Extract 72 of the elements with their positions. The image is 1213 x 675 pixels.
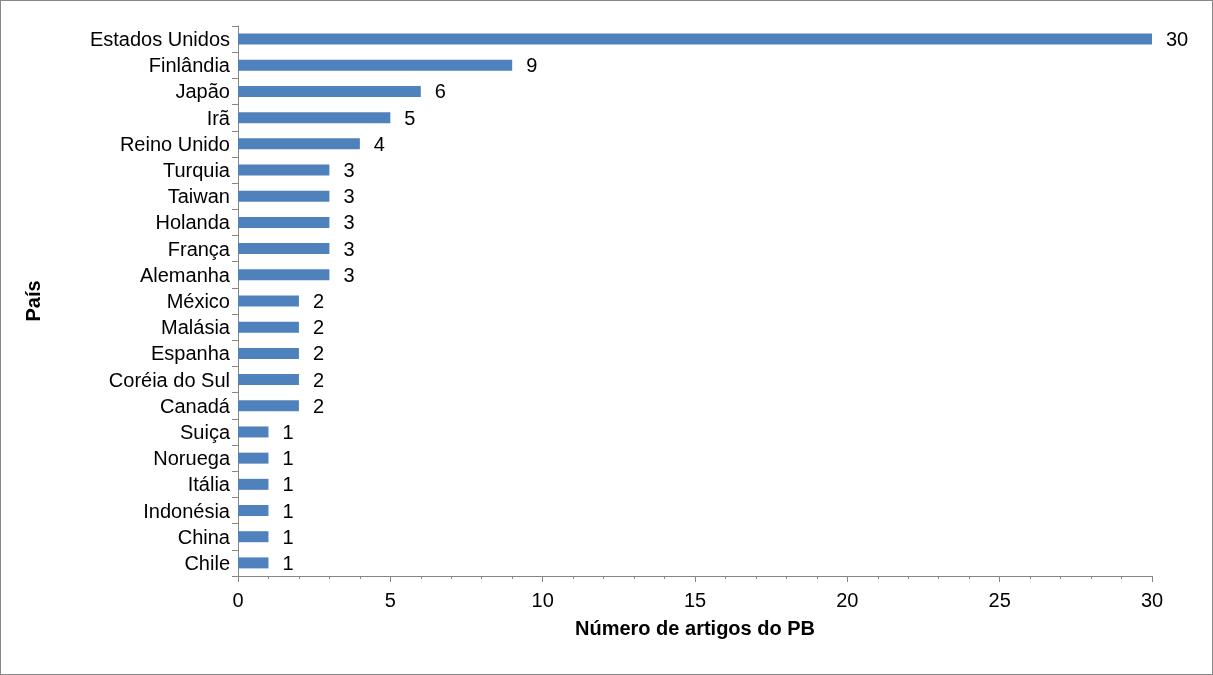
bar bbox=[238, 164, 330, 176]
bar bbox=[238, 138, 360, 150]
data-label: 2 bbox=[312, 368, 325, 391]
data-label: 3 bbox=[343, 263, 355, 286]
bar bbox=[238, 452, 269, 464]
y-tick-label: México bbox=[166, 290, 230, 312]
data-label: 1 bbox=[282, 420, 294, 443]
data-label: 3 bbox=[343, 159, 355, 182]
data-label: 1 bbox=[282, 551, 294, 574]
bar bbox=[238, 85, 421, 97]
data-label: 1 bbox=[282, 499, 294, 522]
y-tick-label: Itália bbox=[187, 473, 231, 496]
y-tick-label: China bbox=[177, 525, 231, 548]
x-tick-label: 30 bbox=[1140, 589, 1164, 611]
data-label: 1 bbox=[282, 473, 294, 496]
bar bbox=[238, 33, 1152, 45]
data-label: 5 bbox=[404, 106, 416, 129]
bar bbox=[238, 400, 299, 412]
data-label: 1 bbox=[282, 447, 294, 470]
bar bbox=[238, 216, 330, 228]
y-tick-label: Alemanha bbox=[139, 263, 231, 286]
bar bbox=[238, 190, 330, 202]
x-tick-label: 5 bbox=[384, 589, 396, 611]
data-label: 2 bbox=[312, 290, 325, 312]
bar bbox=[238, 426, 269, 438]
x-tick-label: 20 bbox=[836, 589, 859, 611]
bar bbox=[238, 112, 391, 124]
x-axis-title: Número de artigos do PB bbox=[574, 617, 816, 639]
y-tick-label: Estados Unidos bbox=[89, 28, 230, 51]
bar bbox=[238, 295, 299, 307]
y-tick-label: Taiwan bbox=[167, 185, 230, 208]
data-label: 3 bbox=[343, 237, 355, 260]
y-tick-label: Finlândia bbox=[148, 54, 231, 77]
data-label: 4 bbox=[373, 132, 385, 155]
bar bbox=[238, 59, 513, 71]
y-tick-label: Malásia bbox=[161, 316, 231, 339]
y-tick-label: Indonésia bbox=[143, 499, 231, 522]
y-tick-label: Coréia do Sul bbox=[108, 368, 230, 391]
data-label: 1 bbox=[282, 525, 294, 548]
bar bbox=[238, 347, 299, 359]
data-label: 6 bbox=[434, 80, 446, 103]
bar bbox=[238, 269, 330, 281]
data-label: 2 bbox=[312, 316, 325, 339]
y-tick-label: Noruega bbox=[153, 447, 231, 470]
bar bbox=[238, 531, 269, 543]
y-tick-label: Irã bbox=[206, 106, 231, 129]
bar bbox=[238, 478, 269, 490]
x-tick-label: 15 bbox=[683, 589, 707, 611]
y-tick-label: Reino Unido bbox=[119, 132, 230, 155]
x-tick-label: 25 bbox=[988, 589, 1011, 611]
data-label: 3 bbox=[343, 211, 355, 234]
data-label: 9 bbox=[526, 54, 538, 77]
data-label: 2 bbox=[312, 394, 325, 417]
data-label: 30 bbox=[1166, 28, 1189, 51]
x-tick-label: 10 bbox=[531, 589, 554, 611]
y-tick-label: França bbox=[167, 237, 231, 260]
data-label: 3 bbox=[343, 185, 355, 208]
x-tick-label: 0 bbox=[232, 589, 244, 611]
bar bbox=[238, 505, 269, 517]
bar bbox=[238, 243, 330, 255]
bar bbox=[238, 321, 299, 333]
bar bbox=[238, 557, 269, 569]
y-tick-label: Holanda bbox=[155, 211, 231, 234]
y-tick-label: Canadá bbox=[159, 394, 231, 417]
y-tick-label: Chile bbox=[184, 551, 230, 574]
bar bbox=[238, 374, 299, 386]
y-tick-label: Espanha bbox=[151, 342, 231, 365]
y-tick-label: Japão bbox=[175, 80, 230, 103]
y-tick-label: Turquia bbox=[162, 159, 231, 182]
data-label: 2 bbox=[312, 342, 325, 365]
y-axis-title: País bbox=[22, 280, 44, 322]
y-tick-label: Suiça bbox=[179, 420, 231, 443]
